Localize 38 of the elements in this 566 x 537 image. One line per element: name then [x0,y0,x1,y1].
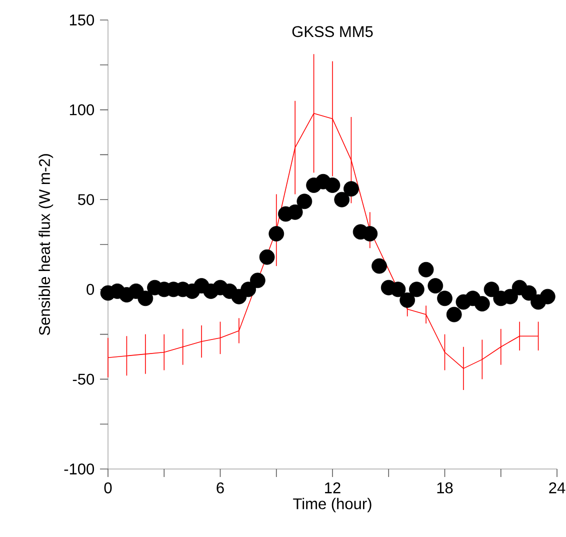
point [268,226,284,242]
point [287,204,303,220]
y-axis-title: Sensible heat flux (W m-2) [38,154,54,336]
point [484,282,500,298]
y-tick-label: 100 [70,104,94,116]
point [259,249,275,265]
point [390,282,406,298]
point [408,282,424,298]
point [296,194,312,210]
point [446,306,462,322]
y-tick-label: 50 [78,194,94,206]
point [344,181,359,197]
point [250,272,266,288]
y-tick-label: 150 [70,14,94,26]
x-tick-label: 18 [437,482,453,494]
point [474,296,490,312]
x-tick-label: 24 [549,482,566,494]
point [240,282,256,298]
point [334,192,350,208]
x-tick-label: 12 [325,482,340,494]
y-tick-label: -100 [64,464,94,474]
point [540,288,556,304]
x-tick-label: 0 [104,482,112,494]
point [428,278,444,294]
point [372,258,387,274]
point [521,285,537,301]
point [362,226,378,242]
x-axis-title: Time (hour) [293,498,372,512]
point [437,290,452,306]
x-tick-label: 6 [216,482,224,494]
point [418,262,434,278]
y-tick-label: -50 [72,374,94,385]
point [138,290,154,306]
point [324,178,340,193]
y-tick-label: 0 [86,284,94,295]
point [400,292,416,308]
chart-title: GKSS MM5 [292,26,373,38]
point [502,288,518,304]
